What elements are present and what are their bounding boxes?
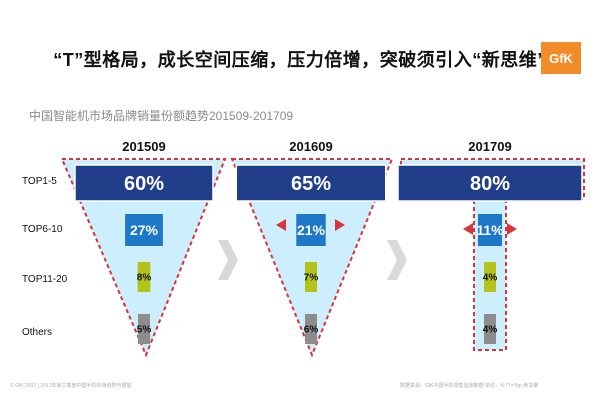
bar-201509-top11-20 — [137, 262, 151, 292]
row-label-top6-10: TOP6-10 — [22, 224, 63, 235]
chevron-right-icon — [218, 240, 238, 280]
gfk-logo: GfK — [541, 42, 581, 74]
value-label-201709-others: 4% — [483, 325, 498, 336]
arrow-right-icon — [463, 223, 473, 235]
bar-201709-others — [484, 314, 496, 344]
row-label-others: Others — [22, 327, 52, 338]
bar-201509-top6-10 — [125, 214, 163, 246]
value-label-201609-others: 6% — [304, 325, 319, 336]
bar-201709-top1-5 — [397, 164, 583, 202]
arrow-left-icon — [335, 219, 345, 231]
value-label-201709-top6-10: 11% — [476, 222, 504, 238]
value-label-201509-others: 5% — [137, 325, 152, 336]
arrow-left-icon — [507, 223, 517, 235]
period-label-201609: 201609 — [289, 139, 332, 154]
arrow-right-icon — [276, 219, 286, 231]
chart-title: 中国智能机市场品牌销量份额趋势201509-201709 — [29, 109, 294, 123]
chevron-right-icon — [387, 240, 407, 280]
bar-201709-top6-10 — [478, 214, 502, 246]
footer-copyright: © GfK 2017 | 2017年第三季度中国手机市场趋势与展望 — [10, 383, 132, 389]
value-label-201709-top1-5: 80% — [470, 173, 510, 195]
period-label-201509: 201509 — [122, 139, 165, 154]
value-label-201509-top1-5: 60% — [124, 173, 164, 195]
panel-shape-201509 — [60, 158, 227, 358]
bar-201609-top6-10 — [296, 214, 326, 246]
value-label-201609-top6-10: 21% — [297, 222, 326, 238]
bar-201609-others — [305, 314, 317, 344]
bar-201709-top11-20 — [484, 262, 496, 292]
bar-201609-top1-5 — [235, 164, 387, 202]
bar-201509-others — [138, 314, 150, 344]
bar-201509-top1-5 — [74, 164, 214, 202]
value-label-201709-top11-20: 4% — [483, 273, 498, 284]
row-label-top1-5: TOP1-5 — [22, 176, 57, 187]
value-label-201609-top1-5: 65% — [291, 173, 331, 195]
row-label-top11-20: TOP11-20 — [22, 274, 68, 285]
period-label-201709: 201709 — [468, 139, 511, 154]
value-label-201509-top11-20: 8% — [137, 273, 152, 284]
value-label-201509-top6-10: 27% — [130, 222, 159, 238]
page-title: “T”型格局，成长空间压缩，压力倍增，突破须引入“新思维” — [53, 50, 547, 70]
value-label-201609-top11-20: 7% — [304, 273, 319, 284]
bar-201609-top11-20 — [305, 262, 317, 292]
panel-shape-201609 — [230, 158, 394, 358]
footer-source: 数据来源：GfK中国手机零售监测数据 单位：% *T=Top 卖货量 — [400, 383, 539, 389]
panel-shape-201709 — [400, 158, 585, 351]
